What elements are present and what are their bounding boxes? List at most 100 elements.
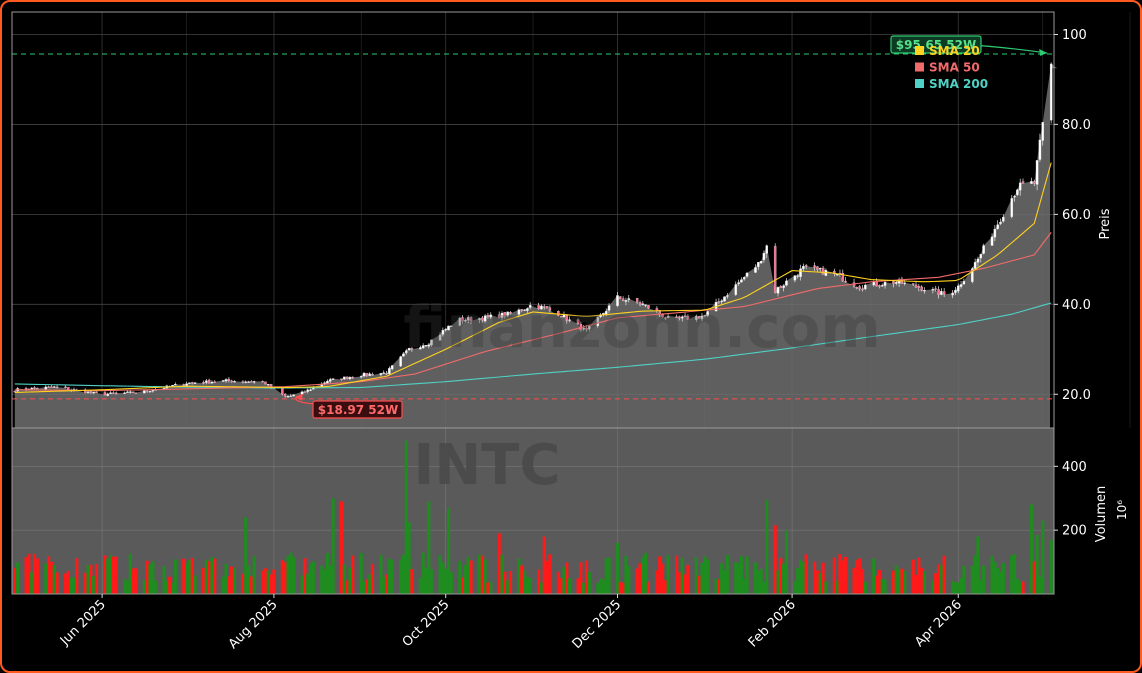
candle-body	[686, 315, 690, 320]
candle-body	[503, 312, 507, 317]
volume-bar	[745, 556, 749, 594]
candle-body	[816, 266, 819, 270]
volume-bar	[430, 569, 434, 594]
candle-body	[895, 281, 898, 284]
candle-body	[131, 391, 135, 394]
candle-body	[92, 391, 95, 394]
candle-body	[306, 389, 309, 392]
candle-body	[959, 284, 963, 287]
volume-bar	[562, 567, 566, 594]
candle-body	[224, 379, 228, 382]
candle-body	[765, 245, 768, 254]
legend-label: SMA 200	[929, 77, 988, 91]
candle-body	[675, 316, 678, 318]
candle-body	[940, 291, 943, 295]
candle-body	[723, 296, 726, 302]
volume-bar	[579, 562, 583, 594]
volume-bar	[717, 579, 721, 594]
volume-bar	[953, 582, 958, 594]
volume-bar	[16, 562, 20, 594]
volume-bar	[134, 568, 138, 594]
volume-bar	[66, 570, 70, 594]
volume-bar	[722, 569, 727, 594]
volume-bar	[1012, 553, 1017, 594]
candle-body	[517, 309, 521, 315]
volume-bar	[466, 556, 470, 594]
volume-bar	[801, 562, 805, 594]
volume-bar	[996, 567, 1000, 594]
volume-bar	[32, 553, 37, 594]
candle-body	[979, 254, 983, 259]
candle-body	[44, 386, 48, 390]
candle-body	[33, 387, 36, 389]
candle-body	[478, 318, 481, 321]
volume-bar	[844, 556, 848, 594]
volume-bar	[576, 578, 580, 594]
volume-bar	[480, 555, 484, 594]
volume-bar	[170, 582, 175, 594]
candle-body	[737, 282, 740, 285]
candle-body	[624, 300, 628, 302]
candle-body	[123, 392, 126, 394]
candle-body	[405, 350, 408, 354]
candle-body	[497, 314, 501, 319]
candle-body	[402, 353, 405, 357]
candle-body	[782, 285, 785, 288]
candle-body	[148, 391, 152, 393]
candle-body	[526, 308, 529, 311]
candle-body	[740, 279, 743, 283]
candle-body	[937, 289, 940, 295]
price-area	[14, 63, 1058, 428]
candle-body	[678, 316, 681, 319]
volume-bar	[47, 556, 51, 594]
candle-body	[182, 384, 186, 386]
volume-bar	[976, 536, 980, 594]
volume-bar	[663, 580, 667, 594]
candle-body	[942, 291, 946, 295]
volume-bar	[675, 555, 679, 594]
candle-body	[627, 298, 631, 300]
volume-bar	[328, 565, 332, 594]
candle-body	[802, 266, 805, 269]
candle-body	[971, 268, 974, 282]
volume-bar	[979, 579, 983, 594]
candle-body	[582, 327, 585, 330]
candle-body	[399, 356, 402, 367]
candle-body	[286, 395, 290, 398]
candle-body	[106, 393, 110, 396]
candle-body	[641, 303, 645, 305]
candle-body	[55, 386, 59, 389]
volume-bar	[956, 582, 960, 594]
candle-body	[303, 391, 307, 393]
volume-bar	[734, 562, 738, 594]
candle-body	[990, 236, 994, 246]
volume-bar	[942, 555, 946, 594]
volume-bar	[204, 559, 208, 594]
volume-bar	[52, 564, 56, 594]
volume-bar	[818, 573, 822, 594]
volume-bar	[145, 560, 149, 594]
candle-body	[700, 315, 704, 320]
candle-body	[875, 281, 878, 287]
candle-body	[129, 391, 132, 393]
candle-body	[50, 386, 53, 388]
legend-label: SMA 50	[929, 61, 980, 75]
volume-bar	[24, 557, 28, 594]
candle-body	[362, 372, 366, 377]
candle-body	[548, 307, 552, 311]
candle-body	[365, 373, 369, 376]
candle-body	[213, 381, 217, 383]
volume-bar	[55, 572, 59, 594]
volume-bar	[582, 582, 586, 594]
volume-axis-unit: 10⁶	[1115, 500, 1129, 520]
volume-bar	[666, 555, 670, 594]
candle-body	[345, 376, 349, 379]
candle-body	[585, 327, 588, 330]
candle-body	[872, 281, 876, 286]
volume-bar	[351, 555, 355, 594]
volume-bar	[261, 570, 265, 594]
volume-bar	[883, 579, 887, 594]
candle-body	[210, 381, 214, 384]
